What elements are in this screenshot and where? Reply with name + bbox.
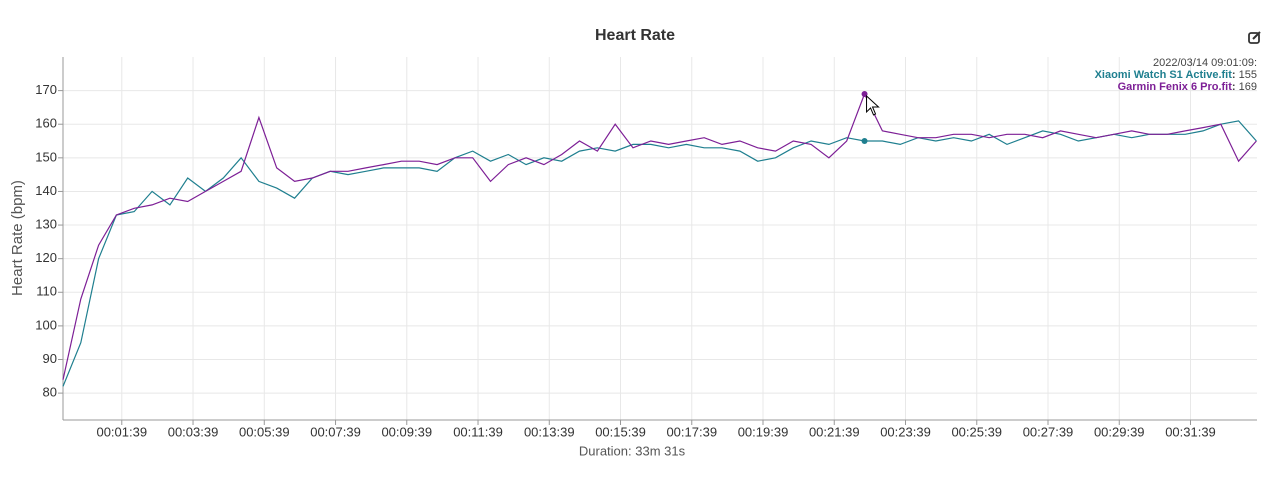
x-tick-label: 00:15:39 xyxy=(595,424,646,439)
y-tick-label: 120 xyxy=(35,250,57,265)
tooltip-row: Garmin Fenix 6 Pro.fit169 xyxy=(1095,81,1257,93)
x-tick-label: 00:23:39 xyxy=(880,424,931,439)
x-tick-label: 00:07:39 xyxy=(310,424,361,439)
y-tick-label: 100 xyxy=(35,317,57,332)
x-tick-label: 00:29:39 xyxy=(1094,424,1145,439)
x-tick-label: 00:03:39 xyxy=(168,424,219,439)
cursor xyxy=(866,94,880,116)
tooltip-rows: Xiaomi Watch S1 Active.fit155Garmin Feni… xyxy=(1095,69,1257,93)
x-tick-label: 00:25:39 xyxy=(951,424,1002,439)
x-tick-label: 00:05:39 xyxy=(239,424,290,439)
x-tick-label: 00:17:39 xyxy=(666,424,717,439)
y-tick-label: 90 xyxy=(43,351,57,366)
series-line xyxy=(62,92,1257,380)
y-tick-label: 160 xyxy=(35,116,57,131)
tooltip: 2022/03/14 09:01:09: Xiaomi Watch S1 Act… xyxy=(1095,57,1257,93)
x-tick-label: 00:19:39 xyxy=(738,424,789,439)
series-line xyxy=(62,120,1257,387)
x-tick-label: 00:31:39 xyxy=(1165,424,1216,439)
tooltip-time: 2022/03/14 09:01:09: xyxy=(1153,57,1257,69)
y-tick-label: 130 xyxy=(35,216,57,231)
x-tick-label: 00:11:39 xyxy=(453,424,503,439)
y-axis-label: Heart Rate (bpm) xyxy=(9,180,26,296)
tooltip-series-name: Xiaomi Watch S1 Active.fit xyxy=(1095,69,1239,81)
y-tick-label: 170 xyxy=(35,82,57,97)
tooltip-row: Xiaomi Watch S1 Active.fit155 xyxy=(1095,69,1257,81)
x-tick-label: 00:13:39 xyxy=(524,424,575,439)
y-tick-label: 140 xyxy=(35,183,57,198)
y-tick-label: 80 xyxy=(43,385,57,400)
tooltip-value: 169 xyxy=(1238,81,1257,93)
tooltip-series-name: Garmin Fenix 6 Pro.fit xyxy=(1118,81,1239,93)
x-tick-label: 00:27:39 xyxy=(1023,424,1074,439)
x-axis-label: Duration: 33m 31s xyxy=(579,443,686,458)
y-tick-label: 150 xyxy=(35,149,57,164)
x-tick-label: 00:09:39 xyxy=(381,424,432,439)
x-tick-label: 00:01:39 xyxy=(96,424,147,439)
tooltip-value: 155 xyxy=(1238,69,1257,81)
hover-marker xyxy=(861,138,868,145)
x-tick-label: 00:21:39 xyxy=(809,424,860,439)
export-icon[interactable] xyxy=(1248,31,1261,44)
chart-title: Heart Rate xyxy=(595,27,675,44)
y-tick-label: 110 xyxy=(36,284,57,299)
